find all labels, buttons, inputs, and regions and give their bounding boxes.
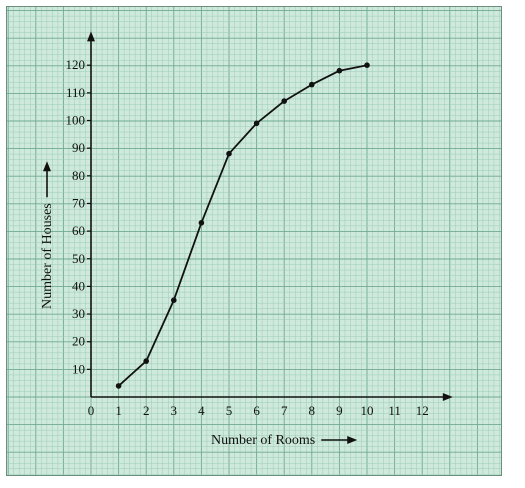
graph-paper-frame: 0 1 2 3 4 5 6 7 8 9 10 11 12 10 20 30 40 50 60 70 80 90 100 11…: [6, 6, 502, 476]
y-axis-title-arrowhead: [43, 161, 51, 171]
data-points: [116, 62, 370, 388]
y-axis-title-group: Number of Houses: [40, 161, 55, 309]
data-point: [199, 220, 205, 226]
x-axis-title: Number of Rooms: [211, 433, 315, 448]
x-tick-label: 12: [416, 403, 429, 418]
x-tick-label: 1: [115, 403, 122, 418]
y-tick-label: 80: [72, 168, 85, 183]
x-tick-label: 9: [336, 403, 343, 418]
x-tick-label: 3: [171, 403, 178, 418]
data-point: [364, 62, 370, 68]
x-tick-label: 6: [253, 403, 260, 418]
data-point: [337, 68, 343, 74]
data-point: [281, 98, 287, 104]
y-tick-label: 40: [72, 278, 85, 293]
x-tick-label: 2: [143, 403, 150, 418]
data-point: [309, 82, 315, 88]
series-line: [119, 65, 367, 386]
x-tick-label: 4: [198, 403, 205, 418]
x-tick-label: 11: [388, 403, 401, 418]
x-tick-label: 8: [309, 403, 316, 418]
x-tick-label: 10: [361, 403, 374, 418]
y-tick-label: 50: [72, 251, 85, 266]
y-axis-title: Number of Houses: [40, 203, 55, 309]
data-point: [254, 121, 260, 127]
x-axis-arrowhead: [443, 393, 453, 401]
y-tick-label: 100: [66, 113, 86, 128]
y-tick-label: 10: [72, 361, 85, 376]
x-axis-title-group: Number of Rooms: [211, 433, 357, 448]
y-tick-label: 20: [72, 334, 85, 349]
y-tick-label: 70: [72, 195, 85, 210]
x-tick-label: 0: [88, 403, 95, 418]
data-point: [171, 297, 177, 303]
data-point: [116, 383, 122, 389]
line-chart: 0 1 2 3 4 5 6 7 8 9 10 11 12 10203040506070809010011…: [7, 7, 502, 476]
data-point: [143, 358, 149, 364]
y-tick-label: 30: [72, 306, 85, 321]
y-tick-label: 120: [66, 57, 86, 72]
y-tick-label: 60: [72, 223, 85, 238]
axes: [87, 31, 453, 401]
data-point: [226, 151, 232, 157]
y-tick-label: 90: [72, 140, 85, 155]
y-tick-label: 110: [66, 85, 85, 100]
x-tick-label: 7: [281, 403, 288, 418]
x-tick-label: 5: [226, 403, 233, 418]
x-tick-labels: 0 1 2 3 4 5 6 7 8 9 10 11 12: [88, 403, 429, 418]
y-tick-labels: 10 20 30 40 50 60 70 80 90 100 110 120: [66, 57, 92, 376]
